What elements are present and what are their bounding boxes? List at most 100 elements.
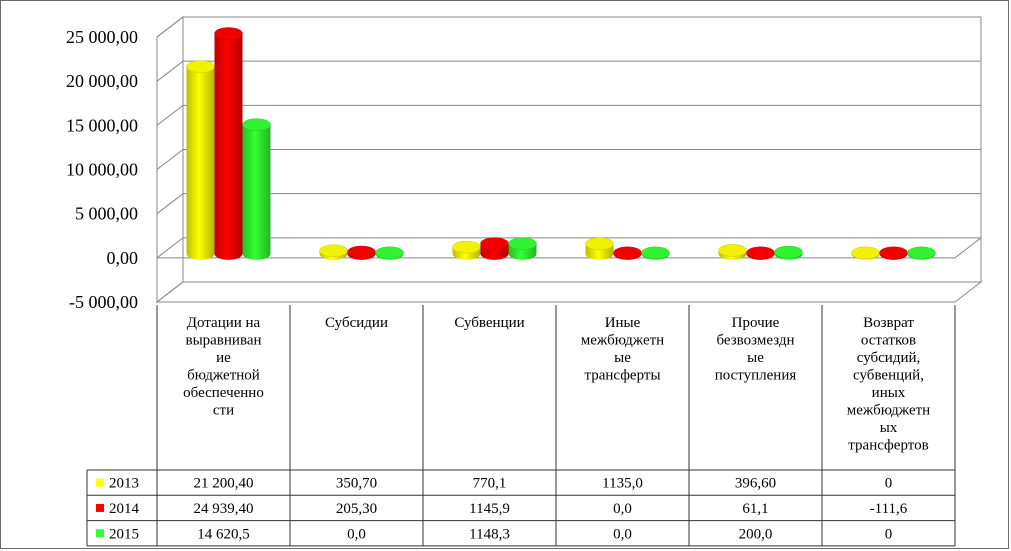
category-label-line: поступления: [715, 368, 797, 384]
category-label-line: бюджетной: [187, 368, 260, 384]
table-cell: 0,0: [613, 501, 632, 517]
y-tick-label: 15 000,00: [66, 115, 138, 135]
category-label-line: трансфертов: [848, 438, 928, 454]
bar-top: [214, 27, 243, 40]
gridline: [156, 193, 981, 215]
table-cell: 396,60: [735, 476, 776, 492]
bar: [452, 240, 481, 260]
bar-top: [347, 245, 376, 259]
bar-body: [186, 66, 215, 260]
category-label: Субвенции: [454, 315, 524, 331]
bar-top: [242, 118, 271, 131]
y-tick-label: 25 000,00: [66, 27, 138, 47]
bar-top: [641, 246, 670, 260]
zero-line-side: [954, 237, 982, 259]
category-label-line: иных: [872, 385, 906, 401]
table-cell: 1148,3: [469, 526, 510, 542]
bar-top: [718, 244, 747, 257]
legend-swatch: [96, 529, 104, 538]
category-label-line: ые: [747, 350, 764, 366]
bar-top: [879, 246, 908, 260]
bar: [718, 244, 747, 260]
category-label-line: Дотации на: [187, 315, 261, 331]
floor: [155, 281, 983, 303]
category-label-line: трансферты: [584, 368, 660, 384]
bars: [186, 27, 936, 260]
category-label-line: ые: [614, 350, 631, 366]
table-cell: 1135,0: [602, 476, 643, 492]
category-label: Прочие безвозмездн ые поступления: [715, 315, 797, 384]
bar-top: [907, 246, 936, 260]
bar-body: [214, 33, 243, 260]
y-tick-label: 5 000,00: [75, 204, 138, 224]
table-cell: 21 200,40: [194, 476, 254, 492]
bar-top: [851, 246, 880, 260]
table-cell: 205,30: [336, 501, 377, 517]
category-label-line: субсидий,: [857, 350, 921, 366]
category-label-line: Субсидии: [325, 315, 388, 331]
table-cell: -111,6: [870, 501, 908, 517]
legend-label: 2013: [109, 476, 139, 492]
gridline: [156, 149, 981, 170]
bar-top: [585, 237, 614, 251]
legend-swatch: [96, 478, 104, 487]
bar-top: [319, 244, 348, 257]
legend-swatch: [96, 503, 104, 512]
y-tick-label: 10 000,00: [66, 160, 138, 180]
y-axis: -5 000,00 0,00 5 000,00 10 000,00 15 000,00 2…: [66, 27, 138, 312]
category-label-line: межбюджетн: [581, 333, 664, 349]
category-label-line: сти: [213, 403, 234, 419]
gridline: [156, 237, 981, 259]
bar: [879, 246, 908, 260]
bar-top: [746, 246, 775, 260]
category-label: Дотации на выравниван ие бюджетной обеспечен…: [183, 315, 264, 419]
gridline: [156, 104, 981, 126]
bar: [585, 237, 614, 260]
gridline: [156, 16, 981, 38]
data-table: Дотации на выравниван ие бюджетной обеспечен…: [86, 305, 956, 547]
table-cell: 770,1: [473, 476, 507, 492]
category-label-line: Возврат: [863, 315, 914, 331]
table-cell: 0,0: [613, 526, 632, 542]
category-label-line: безвозмездн: [716, 333, 794, 349]
category-label-line: Субвенции: [454, 315, 524, 331]
y-tick-label: -5 000,00: [69, 292, 138, 312]
bar: [907, 246, 936, 260]
category-label-line: остатков: [861, 333, 916, 349]
bar: [242, 118, 271, 260]
legend-label: 2015: [109, 526, 139, 542]
category-label-line: выравниван: [185, 333, 261, 349]
table-cell: 0: [885, 526, 893, 542]
category-label: Иные межбюджетн ые трансферты: [581, 315, 664, 384]
category-label: Субсидии: [325, 315, 388, 331]
category-label-line: обеспеченно: [183, 385, 264, 401]
table-cell: 61,1: [742, 501, 768, 517]
bar: [508, 237, 537, 260]
category-label: Возврат остатков субсидий, субвенций, иных ме…: [847, 315, 930, 454]
bar: [319, 244, 348, 260]
category-label-line: ых: [880, 420, 898, 436]
bar: [186, 60, 215, 260]
gridline: [156, 60, 981, 82]
category-label-line: ие: [216, 350, 231, 366]
gridlines: [156, 16, 982, 303]
table-cell: 1145,9: [469, 501, 510, 517]
bar: [774, 245, 803, 260]
table-cell: 0: [885, 476, 893, 492]
bar: [480, 237, 509, 260]
bar: [641, 246, 670, 260]
category-label-line: Иные: [605, 315, 641, 331]
bar: [613, 246, 642, 260]
bar-body: [242, 124, 271, 260]
bar: [851, 246, 880, 260]
bar: [746, 246, 775, 260]
bar-top: [613, 246, 642, 260]
bar-top: [508, 237, 537, 250]
bar-top: [186, 60, 215, 73]
gridline: [156, 281, 981, 303]
bar: [375, 246, 404, 260]
chart-walls: [155, 15, 983, 304]
legend-label: 2014: [109, 501, 140, 517]
bar: [347, 245, 376, 260]
y-tick-label: 0,00: [107, 248, 139, 268]
